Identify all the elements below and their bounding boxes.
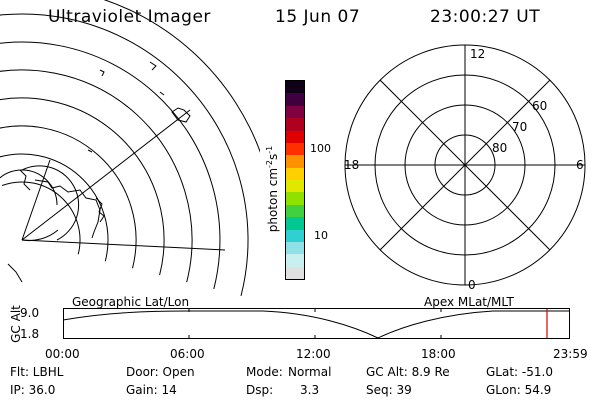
seq-status: Seq: 39 xyxy=(366,383,412,397)
colorbar-swatch xyxy=(286,192,304,205)
latitude-arcs xyxy=(0,165,80,241)
colorbar-swatch xyxy=(286,254,304,267)
colorbar-swatch xyxy=(286,142,304,156)
door-status: Door: Open xyxy=(126,365,195,379)
colorbar-unit-label: photon cm-2s-1 xyxy=(265,145,280,233)
colorbar-swatch xyxy=(286,118,304,131)
colorbar-swatch xyxy=(286,130,304,143)
colorbar-tick-10: 10 xyxy=(314,229,328,242)
altitude-strip xyxy=(63,308,570,339)
mode-value: Normal xyxy=(288,365,332,379)
latitude-arc xyxy=(0,13,249,297)
latitude-arc xyxy=(0,41,221,290)
colorbar-swatch xyxy=(286,241,304,255)
mlt-label-6: 6 xyxy=(576,158,584,172)
latitude-arc xyxy=(0,153,109,262)
date-label: 15 Jun 07 xyxy=(275,7,361,27)
colorbar-swatch xyxy=(286,217,304,230)
colorbar-swatch xyxy=(286,105,304,119)
colorbar-swatch xyxy=(286,81,304,94)
time-tick-1200: 12:00 xyxy=(296,347,331,361)
mlt-label-12: 12 xyxy=(470,47,486,61)
gc-alt-status: GC Alt: 8.9 Re xyxy=(366,365,450,379)
geographic-map xyxy=(0,0,260,297)
mlat-label-60: 60 xyxy=(532,99,548,113)
mlt-label-18: 18 xyxy=(344,158,360,172)
time-label: 23:00:27 UT xyxy=(430,7,541,27)
time-tick-2359: 23:59 xyxy=(553,347,588,361)
mode-label: Mode: xyxy=(246,365,283,379)
meridian-lines xyxy=(21,109,226,251)
coastlines xyxy=(7,61,191,283)
mlt-diag-2 xyxy=(379,79,551,251)
glon-status: GLon: 54.9 xyxy=(486,383,552,397)
instrument-title: Ultraviolet Imager xyxy=(48,7,211,27)
alt-tick-9: 9.0 xyxy=(20,306,40,320)
colorbar xyxy=(285,80,305,280)
glat-status: GLat: -51.0 xyxy=(486,365,553,379)
colorbar-swatch xyxy=(286,229,304,242)
latitude-arc xyxy=(0,97,165,276)
latitude-arc xyxy=(0,125,137,269)
latitude-arc xyxy=(0,69,193,283)
colorbar-tick-100: 100 xyxy=(310,142,331,155)
colorbar-swatch xyxy=(286,266,304,279)
gain-status: Gain: 14 xyxy=(126,383,177,397)
apex-label: Apex MLat/MLT xyxy=(424,295,514,309)
colorbar-swatch xyxy=(286,93,304,106)
dsp-value: 3.3 xyxy=(300,383,320,397)
colorbar-swatch xyxy=(286,204,304,218)
time-tick-1800: 18:00 xyxy=(421,347,456,361)
colorbar-swatch xyxy=(286,180,304,193)
filter-status: Flt: LBHL xyxy=(10,365,64,379)
geographic-label: Geographic Lat/Lon xyxy=(72,295,190,309)
colorbar-swatch xyxy=(286,155,304,168)
time-tick-0000: 00:00 xyxy=(45,347,80,361)
altitude-curve xyxy=(63,310,569,339)
polar-plot xyxy=(344,44,586,286)
dsp-label: Dsp: xyxy=(246,383,274,397)
alt-tick-1-8: 1.8 xyxy=(20,327,40,341)
latitude-arc xyxy=(103,0,260,153)
colorbar-swatch xyxy=(286,167,304,180)
time-tick-0600: 06:00 xyxy=(170,347,205,361)
mlat-label-80: 80 xyxy=(492,141,508,155)
mlt-label-0: 0 xyxy=(468,278,476,292)
mlat-label-70: 70 xyxy=(512,120,528,134)
latitude-arc xyxy=(1,181,81,255)
time-ticks xyxy=(188,308,442,339)
ip-status: IP: 36.0 xyxy=(10,383,56,397)
